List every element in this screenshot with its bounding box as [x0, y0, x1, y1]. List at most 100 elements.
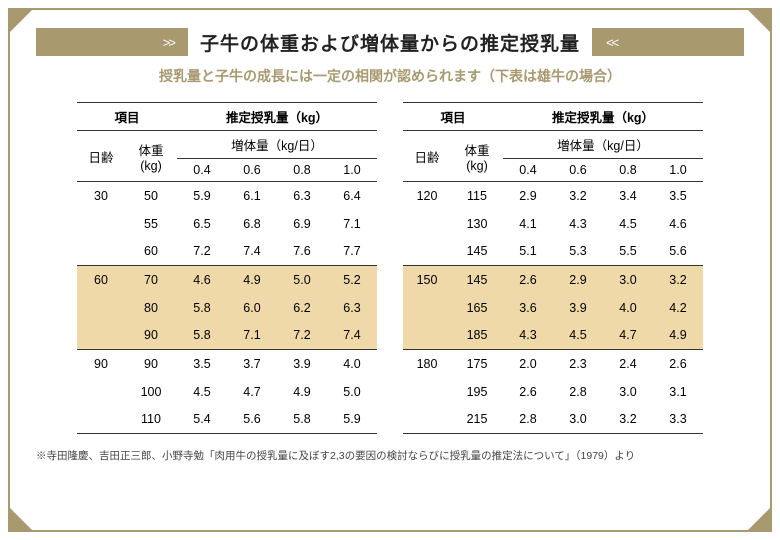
cell-value: 6.4 — [327, 182, 377, 210]
cell-age: 120 — [403, 182, 451, 210]
cell-value: 3.9 — [553, 294, 603, 322]
cell-weight: 195 — [451, 378, 503, 406]
cell-age — [77, 294, 125, 322]
cell-value: 7.6 — [277, 238, 327, 266]
corner-decoration — [746, 506, 772, 532]
cell-weight: 60 — [125, 238, 177, 266]
cell-value: 3.0 — [603, 266, 653, 294]
cell-value: 3.2 — [553, 182, 603, 210]
header-gain-col: 0.8 — [277, 159, 327, 182]
table-row: 905.87.17.27.4 — [77, 322, 377, 350]
table-row: 60704.64.95.05.2 — [77, 266, 377, 294]
table-row: 2152.83.03.23.3 — [403, 406, 703, 434]
cell-value: 3.5 — [653, 182, 703, 210]
cell-value: 3.7 — [227, 350, 277, 378]
cell-value: 6.1 — [227, 182, 277, 210]
cell-value: 3.2 — [653, 266, 703, 294]
cell-value: 5.4 — [177, 406, 227, 434]
cell-value: 4.3 — [553, 210, 603, 238]
cell-age — [77, 210, 125, 238]
cell-weight: 215 — [451, 406, 503, 434]
cell-value: 7.4 — [327, 322, 377, 350]
cell-value: 6.8 — [227, 210, 277, 238]
cell-weight: 145 — [451, 238, 503, 266]
table-row: 1455.15.35.55.6 — [403, 238, 703, 266]
cell-weight: 185 — [451, 322, 503, 350]
table-row: 1304.14.34.54.6 — [403, 210, 703, 238]
corner-decoration — [746, 8, 772, 34]
cell-value: 5.1 — [503, 238, 553, 266]
header-age: 日齢 — [77, 131, 125, 182]
cell-value: 7.2 — [177, 238, 227, 266]
table-row: 1952.62.83.03.1 — [403, 378, 703, 406]
header-item: 項目 — [403, 103, 503, 131]
table-row: 805.86.06.26.3 — [77, 294, 377, 322]
cell-value: 6.3 — [277, 182, 327, 210]
table-row: 1501452.62.93.03.2 — [403, 266, 703, 294]
cell-value: 3.2 — [603, 406, 653, 434]
cell-value: 7.1 — [327, 210, 377, 238]
cell-value: 5.0 — [327, 378, 377, 406]
subtitle: 授乳量と子牛の成長には一定の相関が認められます（下表は雄牛の場合） — [36, 66, 744, 86]
cell-weight: 50 — [125, 182, 177, 210]
cell-value: 2.9 — [503, 182, 553, 210]
cell-weight: 130 — [451, 210, 503, 238]
cell-value: 3.3 — [653, 406, 703, 434]
cell-age — [77, 238, 125, 266]
table-row: 1201152.93.23.43.5 — [403, 182, 703, 210]
cell-value: 2.6 — [653, 350, 703, 378]
cell-value: 4.2 — [653, 294, 703, 322]
header-gain: 増体量（kg/日） — [177, 131, 377, 159]
cell-value: 2.6 — [503, 378, 553, 406]
corner-decoration — [8, 506, 34, 532]
cell-value: 4.0 — [327, 350, 377, 378]
cell-value: 7.7 — [327, 238, 377, 266]
chevron-left-icon: >> — [163, 35, 174, 50]
cell-value: 5.5 — [603, 238, 653, 266]
cell-value: 2.8 — [503, 406, 553, 434]
table-row: 1004.54.74.95.0 — [77, 378, 377, 406]
cell-value: 4.1 — [503, 210, 553, 238]
cell-value: 4.6 — [653, 210, 703, 238]
cell-weight: 165 — [451, 294, 503, 322]
cell-age: 30 — [77, 182, 125, 210]
cell-age — [403, 406, 451, 434]
cell-value: 4.5 — [553, 322, 603, 350]
cell-value: 7.2 — [277, 322, 327, 350]
cell-value: 4.0 — [603, 294, 653, 322]
cell-value: 3.1 — [653, 378, 703, 406]
header-estimate: 推定授乳量（kg） — [503, 103, 703, 131]
cell-weight: 110 — [125, 406, 177, 434]
cell-age: 90 — [77, 350, 125, 378]
cell-value: 3.0 — [553, 406, 603, 434]
cell-value: 4.5 — [177, 378, 227, 406]
cell-age — [77, 406, 125, 434]
table-row: 30505.96.16.36.4 — [77, 182, 377, 210]
header-weight: 体重(kg) — [451, 131, 503, 182]
cell-value: 4.3 — [503, 322, 553, 350]
cell-weight: 90 — [125, 350, 177, 378]
table-row: 90903.53.73.94.0 — [77, 350, 377, 378]
cell-age: 150 — [403, 266, 451, 294]
cell-value: 5.8 — [277, 406, 327, 434]
right-table: 項目推定授乳量（kg）日齢体重(kg)増体量（kg/日）0.40.60.81.0… — [403, 102, 703, 434]
cell-value: 5.0 — [277, 266, 327, 294]
cell-value: 5.6 — [653, 238, 703, 266]
cell-age: 180 — [403, 350, 451, 378]
cell-value: 2.8 — [553, 378, 603, 406]
cell-value: 7.1 — [227, 322, 277, 350]
header-gain-col: 1.0 — [653, 159, 703, 182]
cell-weight: 80 — [125, 294, 177, 322]
cell-value: 3.9 — [277, 350, 327, 378]
cell-value: 5.6 — [227, 406, 277, 434]
header-estimate: 推定授乳量（kg） — [177, 103, 377, 131]
cell-age — [77, 322, 125, 350]
cell-value: 5.3 — [553, 238, 603, 266]
cell-age — [403, 322, 451, 350]
cell-value: 2.0 — [503, 350, 553, 378]
cell-value: 5.8 — [177, 322, 227, 350]
cell-value: 6.3 — [327, 294, 377, 322]
cell-value: 6.0 — [227, 294, 277, 322]
cell-weight: 175 — [451, 350, 503, 378]
cell-value: 4.7 — [603, 322, 653, 350]
